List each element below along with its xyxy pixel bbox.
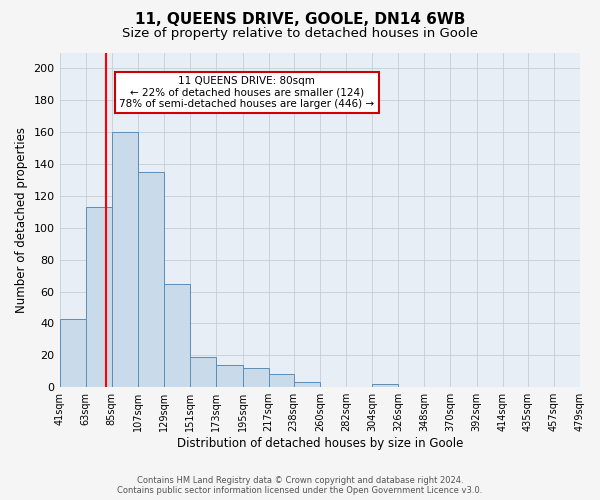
Bar [59, 318, 86, 387]
Bar [86, 207, 112, 387]
Text: 11 QUEENS DRIVE: 80sqm
← 22% of detached houses are smaller (124)
78% of semi-de: 11 QUEENS DRIVE: 80sqm ← 22% of detached… [119, 76, 374, 109]
Text: Size of property relative to detached houses in Goole: Size of property relative to detached ho… [122, 28, 478, 40]
Bar [269, 374, 293, 387]
Bar [164, 284, 190, 387]
Bar [293, 382, 320, 387]
Text: Contains HM Land Registry data © Crown copyright and database right 2024.
Contai: Contains HM Land Registry data © Crown c… [118, 476, 482, 495]
Text: 11, QUEENS DRIVE, GOOLE, DN14 6WB: 11, QUEENS DRIVE, GOOLE, DN14 6WB [135, 12, 465, 28]
Bar [242, 368, 269, 387]
Bar [190, 357, 217, 387]
X-axis label: Distribution of detached houses by size in Goole: Distribution of detached houses by size … [176, 437, 463, 450]
Bar [217, 365, 242, 387]
Y-axis label: Number of detached properties: Number of detached properties [15, 127, 28, 313]
Bar [138, 172, 164, 387]
Bar [112, 132, 138, 387]
Bar [372, 384, 398, 387]
